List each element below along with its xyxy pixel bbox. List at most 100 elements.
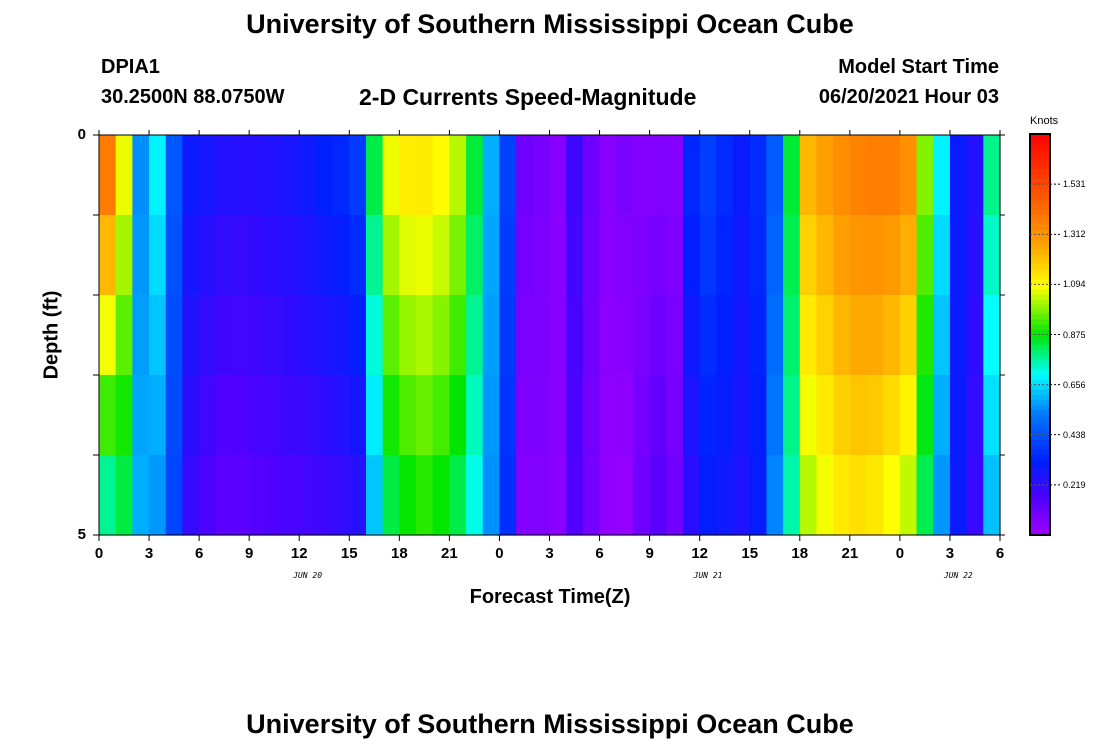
colorbar-segment (1030, 494, 1050, 501)
heatmap-cell (499, 215, 517, 296)
heatmap-cell (199, 135, 217, 216)
heatmap-cell (265, 135, 284, 216)
heatmap-cell (883, 375, 901, 456)
heatmap-cell (365, 215, 384, 296)
heatmap-cell (682, 215, 701, 296)
colorbar-segment (1030, 489, 1050, 496)
heatmap-cell (833, 455, 851, 536)
heatmap-cell (949, 375, 968, 456)
colorbar-segment (1030, 399, 1050, 406)
heatmap-cell (666, 295, 684, 376)
date-label: JUN 21 (693, 571, 723, 580)
heatmap-cell (733, 375, 751, 456)
heatmap-cell (215, 295, 234, 376)
heatmap-cell (332, 375, 350, 456)
colorbar-segment (1030, 139, 1050, 145)
heatmap-cell (482, 295, 501, 376)
model-start-time: 06/20/2021 Hour 03 (818, 86, 999, 108)
colorbar-segment (1030, 279, 1050, 285)
heatmap-cell (649, 135, 667, 216)
heatmap-cell (849, 375, 868, 456)
heatmap-cell (466, 455, 484, 536)
heatmap-cell (282, 135, 300, 216)
colorbar-label: 1.312 (1063, 229, 1086, 240)
heatmap-cell (566, 375, 584, 456)
heatmap-cell (132, 375, 150, 456)
heatmap-cell (799, 215, 818, 296)
heatmap-cell (215, 375, 234, 456)
heatmap-cell (416, 135, 434, 216)
heatmap-cell (432, 135, 450, 216)
heatmap-cell (816, 295, 834, 376)
heatmap-cell (182, 135, 200, 216)
heatmap-cell (816, 375, 834, 456)
heatmap-cell (282, 375, 300, 456)
heatmap-cell (299, 375, 317, 456)
heatmap-cell (416, 375, 434, 456)
heatmap-cell (382, 135, 400, 216)
colorbar-segment (1030, 199, 1050, 205)
x-tick-label: 15 (340, 545, 358, 562)
colorbar-segment (1030, 269, 1050, 275)
heatmap-cell (432, 295, 450, 376)
heatmap-cell (616, 135, 634, 216)
heatmap-cell (599, 215, 617, 296)
heatmap-cell (132, 295, 150, 376)
heatmap-cell (232, 455, 250, 536)
colorbar-segment (1030, 249, 1050, 255)
heatmap-cell (482, 135, 501, 216)
heatmap-cell (365, 295, 384, 376)
heatmap-cell (582, 215, 601, 296)
heatmap-cell (299, 455, 317, 536)
heatmap-cell (466, 215, 484, 296)
heatmap-cell (716, 135, 734, 216)
heatmap-cell (182, 375, 200, 456)
heatmap-cell (966, 455, 984, 536)
station-coords: 30.2500N 88.0750W (101, 86, 285, 108)
colorbar-segment (1030, 229, 1050, 235)
colorbar-segment (1030, 469, 1050, 476)
heatmap-cell (899, 295, 918, 376)
heatmap-cell (632, 215, 651, 296)
colorbar-segment (1030, 514, 1050, 521)
colorbar-segment (1030, 389, 1050, 396)
x-tick-label: 21 (441, 545, 458, 562)
heatmap-cell (549, 455, 567, 536)
heatmap-cell (232, 375, 250, 456)
colorbar-segment (1030, 174, 1050, 180)
heatmap-cell (766, 135, 784, 216)
heatmap-cell (349, 455, 367, 536)
heatmap-cell (682, 375, 701, 456)
heatmap-cell (966, 135, 984, 216)
heatmap-cell (716, 455, 734, 536)
heatmap-cell (549, 135, 567, 216)
heatmap-cell (899, 215, 918, 296)
footer-title: University of Southern Mississippi Ocean… (246, 709, 854, 739)
heatmap-cell (482, 455, 501, 536)
heatmap-cell (749, 135, 768, 216)
heatmap-cell (783, 295, 801, 376)
heatmap-cell (315, 375, 334, 456)
heatmap-cell (682, 295, 701, 376)
heatmap-cell (449, 135, 467, 216)
heatmap-cell (349, 215, 367, 296)
colorbar-label: 0.875 (1063, 329, 1086, 340)
colorbar-label: 0.656 (1063, 379, 1086, 390)
heatmap-cell (949, 135, 968, 216)
x-tick-label: 3 (945, 545, 955, 562)
heatmap-cell (866, 375, 884, 456)
heatmap-cell (749, 295, 768, 376)
heatmap-cell (299, 135, 317, 216)
heatmap-cell (599, 295, 617, 376)
heatmap-cell (599, 455, 617, 536)
heatmap-cell (949, 455, 968, 536)
heatmap-cell (966, 375, 984, 456)
heatmap-cell (449, 455, 467, 536)
heatmap-cell (399, 375, 417, 456)
heatmap-cell (616, 375, 634, 456)
heatmap-cell (766, 455, 784, 536)
heatmap-cell (649, 295, 667, 376)
heatmap-cell (532, 295, 551, 376)
heatmap-cell (399, 295, 417, 376)
heatmap-cell (99, 295, 117, 376)
